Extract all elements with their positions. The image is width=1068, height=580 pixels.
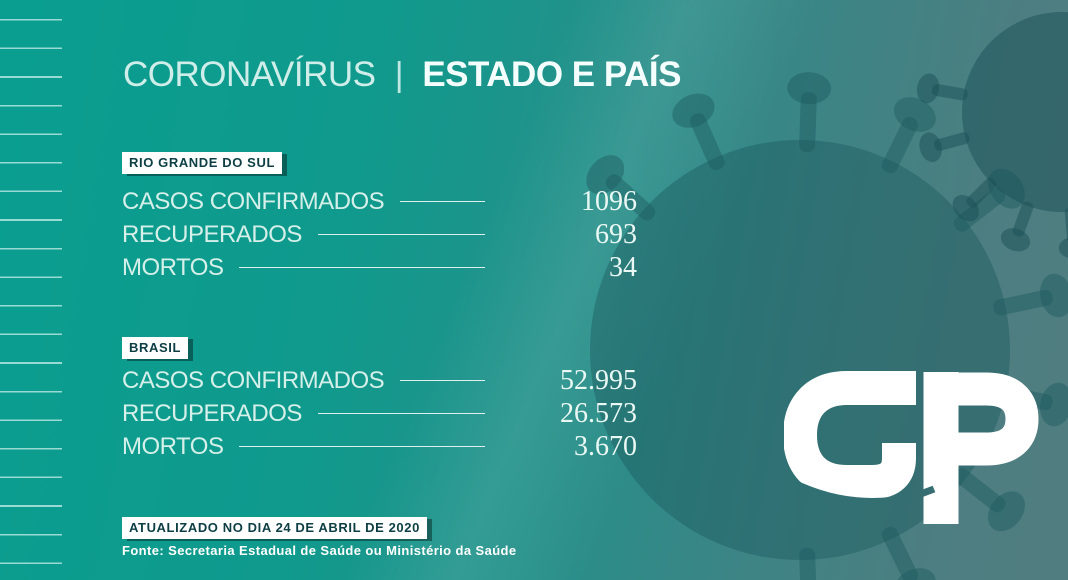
leader-line (400, 379, 485, 382)
stat-label: CASOS CONFIRMADOS (122, 366, 385, 394)
leader-line (239, 445, 485, 448)
virus-body (962, 12, 1068, 212)
stat-value: 3.670 (574, 430, 637, 462)
stat-label: RECUPERADOS (122, 220, 302, 248)
left-tick-lines (0, 19, 62, 566)
stat-row-rs-confirmados: CASOS CONFIRMADOS 1096 (122, 185, 637, 218)
section-brasil: BRASIL (122, 337, 637, 359)
page-title: CORONAVÍRUS | ESTADO E PAÍS (123, 54, 681, 96)
gp-logo (784, 371, 1039, 524)
stat-row-rs-recuperados: RECUPERADOS 693 (122, 218, 637, 251)
stat-value: 693 (595, 218, 637, 250)
stats-rio-grande-do-sul: CASOS CONFIRMADOS 1096 RECUPERADOS 693 M… (122, 185, 637, 284)
stat-value: 1096 (581, 185, 637, 217)
logo-letter-g (784, 371, 916, 499)
title-light: CORONAVÍRUS (123, 55, 376, 94)
source-line: Fonte: Secretaria Estadual de Saúde ou M… (122, 543, 517, 558)
title-separator: | (394, 56, 404, 94)
leader-line (239, 266, 485, 269)
stat-label: CASOS CONFIRMADOS (122, 187, 385, 215)
leader-line (400, 200, 485, 203)
virus-spikes (916, 73, 1068, 259)
virus-small (916, 12, 1068, 259)
section-rio-grande-do-sul: RIO GRANDE DO SUL (122, 152, 637, 174)
stat-label: RECUPERADOS (122, 399, 302, 427)
stats-brasil: CASOS CONFIRMADOS 52.995 RECUPERADOS 26.… (122, 364, 637, 463)
stat-row-br-confirmados: CASOS CONFIRMADOS 52.995 (122, 364, 637, 397)
leader-line (317, 412, 485, 415)
region-tag-rs: RIO GRANDE DO SUL (122, 152, 282, 174)
stat-value: 52.995 (560, 364, 637, 396)
footer: ATUALIZADO NO DIA 24 DE ABRIL DE 2020 Fo… (122, 517, 517, 558)
stat-row-br-recuperados: RECUPERADOS 26.573 (122, 397, 637, 430)
region-tag-brasil: BRASIL (122, 337, 188, 359)
updated-tag: ATUALIZADO NO DIA 24 DE ABRIL DE 2020 (122, 517, 427, 539)
stat-label: MORTOS (122, 432, 224, 460)
stat-value: 26.573 (560, 397, 637, 429)
logo-letter-p-bowl (934, 372, 1039, 466)
stat-row-rs-mortos: MORTOS 34 (122, 251, 637, 284)
stat-row-br-mortos: MORTOS 3.670 (122, 430, 637, 463)
leader-line (317, 233, 485, 236)
stat-label: MORTOS (122, 253, 224, 281)
title-bold: ESTADO E PAÍS (422, 55, 681, 94)
stat-value: 34 (609, 251, 637, 283)
